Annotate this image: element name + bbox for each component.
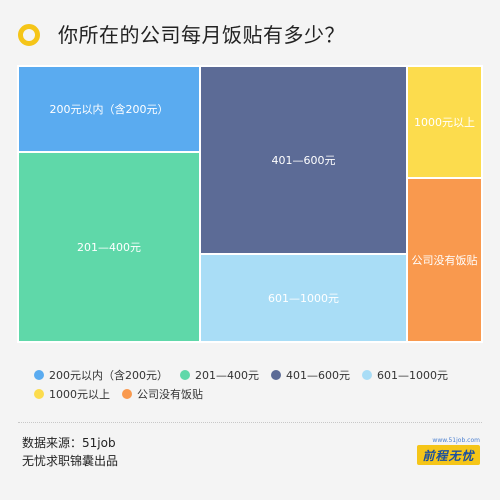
legend-dot: [271, 370, 281, 380]
treemap-label-up-to-200: 200元以内（含200元）: [50, 102, 169, 116]
header: 你所在的公司每月饭贴有多少？: [0, 0, 500, 60]
logo-badge: 前程无忧: [417, 445, 480, 465]
legend-dot: [362, 370, 372, 380]
treemap-cell-401-600: [199, 65, 408, 255]
legend-item: 公司没有饭贴: [122, 386, 203, 402]
legend-label: 1000元以上: [49, 388, 110, 401]
legend-label: 公司没有饭贴: [137, 388, 203, 401]
legend-dot: [122, 389, 132, 399]
legend-label: 201—400元: [195, 369, 259, 382]
treemap-label-no-allowance: 公司没有饭贴: [412, 253, 478, 267]
legend-row-2: 1000元以上 公司没有饭贴: [34, 385, 484, 403]
footer: 数据来源：51job 无忧求职锦囊出品: [22, 434, 118, 470]
logo-url: www.51job.com: [432, 437, 480, 444]
legend-item: 200元以内（含200元）: [34, 367, 168, 383]
treemap-cell-no-allowance: [406, 177, 483, 343]
treemap-cell-up-to-200: [17, 65, 201, 153]
treemap-cell-201-400: [17, 151, 201, 343]
legend-item: 1000元以上: [34, 386, 110, 402]
treemap-chart: 200元以内（含200元） 201—400元 401—600元 601—1000元 10…: [17, 65, 483, 343]
source-text: 数据来源：51job: [22, 436, 116, 450]
legend-dot: [34, 389, 44, 399]
legend-dot: [180, 370, 190, 380]
chart-title: 你所在的公司每月饭贴有多少？: [58, 23, 345, 47]
treemap-cell-over-1000: [406, 65, 483, 179]
legend-label: 200元以内（含200元）: [49, 369, 168, 382]
treemap-label-401-600: 401—600元: [272, 154, 336, 167]
producer-text: 无忧求职锦囊出品: [22, 454, 119, 468]
legend-label: 401—600元: [286, 369, 350, 382]
treemap-cell-601-1000: [199, 253, 408, 343]
treemap-label-201-400: 201—400元: [77, 241, 141, 254]
legend-dot: [34, 370, 44, 380]
legend-label: 601—1000元: [377, 369, 448, 382]
legend: 200元以内（含200元） 201—400元 401—600元 601—1000…: [34, 366, 484, 404]
treemap-label-601-1000: 601—1000元: [268, 292, 339, 305]
legend-item: 601—1000元: [362, 367, 448, 383]
legend-item: 401—600元: [271, 367, 350, 383]
treemap-label-over-1000: 1000元以上: [414, 116, 475, 129]
ring-icon: [18, 24, 40, 46]
legend-item: 201—400元: [180, 367, 259, 383]
logo: www.51job.com 前程无忧: [417, 437, 480, 467]
legend-row-1: 200元以内（含200元） 201—400元 401—600元 601—1000…: [34, 366, 484, 384]
divider: [18, 422, 482, 423]
